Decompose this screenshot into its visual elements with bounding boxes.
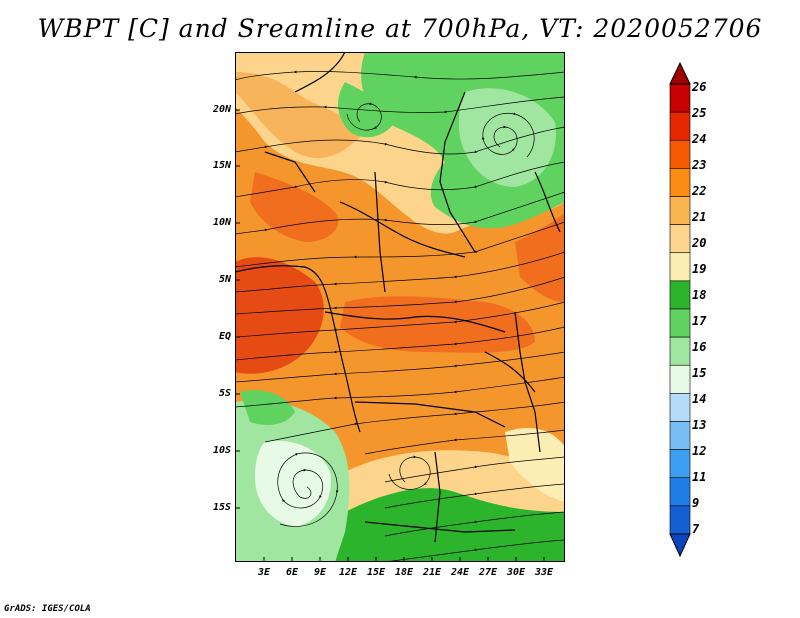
lon-label-15e: 15E xyxy=(366,567,386,578)
colorbar xyxy=(669,62,691,558)
colorbar-label-26: 26 xyxy=(692,80,707,94)
colorbar-segment xyxy=(669,168,691,197)
lat-label-15n: 15N xyxy=(212,160,231,171)
field-e-red xyxy=(515,212,565,302)
colorbar-label-9: 9 xyxy=(692,496,700,510)
field-nw-orange xyxy=(235,72,365,159)
lat-label-10n: 10N xyxy=(212,217,231,228)
lon-label-12e: 12E xyxy=(338,567,358,578)
colorbar-segment xyxy=(669,196,691,225)
colorbar-segment xyxy=(669,224,691,254)
colorbar-segment xyxy=(669,477,691,507)
lat-label-5n: 5N xyxy=(218,274,231,285)
axis-ticks xyxy=(235,109,545,562)
field-sw-green-patch xyxy=(240,390,295,425)
map-title: WBPT [C] and Sreamline at 700hPa, VT: 20… xyxy=(37,14,763,43)
lon-label-3e: 3E xyxy=(257,567,271,578)
lat-label-eq: EQ xyxy=(218,331,231,342)
colorbar-label-25: 25 xyxy=(692,106,707,120)
colorbar-label-15: 15 xyxy=(692,366,707,380)
colorbar-label-21: 21 xyxy=(692,210,707,224)
grads-credit: GrADS: IGES/COLA xyxy=(4,604,91,614)
colorbar-label-11: 11 xyxy=(692,470,707,484)
colorbar-label-24: 24 xyxy=(692,132,707,146)
lon-label-24e: 24E xyxy=(450,567,470,578)
lon-label-27e: 27E xyxy=(478,567,498,578)
colorbar-segment xyxy=(669,308,691,338)
colorbar-label-13: 13 xyxy=(692,418,707,432)
colorbar-segment xyxy=(669,421,691,450)
wbpt-map[interactable] xyxy=(235,52,565,562)
colorbar-label-22: 22 xyxy=(692,184,707,198)
colorbar-label-14: 14 xyxy=(692,392,707,406)
colorbar-label-16: 16 xyxy=(692,340,707,354)
colorbar-segment xyxy=(669,393,691,422)
colorbar-segment xyxy=(669,336,691,366)
lon-label-21e: 21E xyxy=(422,567,442,578)
lon-label-30e: 30E xyxy=(506,567,526,578)
lon-label-6e: 6E xyxy=(285,567,299,578)
colorbar-segments xyxy=(669,83,691,535)
colorbar-label-7: 7 xyxy=(692,522,700,536)
colorbar-segment xyxy=(669,449,691,479)
lat-label-20n: 20N xyxy=(212,104,231,115)
colorbar-segment xyxy=(669,252,691,282)
colorbar-label-18: 18 xyxy=(692,288,707,302)
map-frame xyxy=(235,52,565,562)
colorbar-label-23: 23 xyxy=(692,158,707,172)
lat-label-5s: 5S xyxy=(218,388,231,399)
lat-label-10s: 10S xyxy=(212,445,231,456)
colorbar-top-arrow xyxy=(669,62,691,85)
colorbar-segment xyxy=(669,505,691,535)
colorbar-segment xyxy=(669,111,691,141)
field-se-pale xyxy=(505,427,565,502)
colorbar-label-19: 19 xyxy=(692,262,707,276)
streamlines xyxy=(235,70,565,562)
colorbar-segment xyxy=(669,364,691,394)
lat-label-15s: 15S xyxy=(212,502,231,513)
colorbar-segment xyxy=(669,83,691,113)
colorbar-label-17: 17 xyxy=(692,314,707,328)
lon-label-33e: 33E xyxy=(534,567,554,578)
colorbar-segment xyxy=(669,139,691,169)
lon-label-9e: 9E xyxy=(313,567,327,578)
country-borders xyxy=(235,52,561,543)
colorbar-label-20: 20 xyxy=(692,236,707,250)
colorbar-label-12: 12 xyxy=(692,444,707,458)
colorbar-segment xyxy=(669,280,691,310)
lon-label-18e: 18E xyxy=(394,567,414,578)
colorbar-bottom-arrow xyxy=(669,533,691,558)
